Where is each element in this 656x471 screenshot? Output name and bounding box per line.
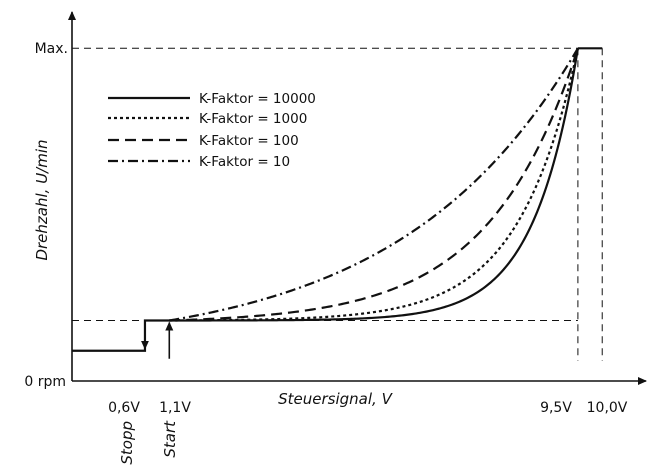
legend-label-k100: K-Faktor = 100 xyxy=(199,133,299,149)
legend-label-k10: K-Faktor = 10 xyxy=(199,154,290,170)
start-marker-label: Start xyxy=(161,420,179,458)
y-tick-zero: 0 rpm xyxy=(24,374,66,390)
x-tick-10-0v: 10,0V xyxy=(587,400,628,416)
y-tick-max: Max. xyxy=(35,41,68,57)
legend: K-Faktor = 10000 K-Faktor = 1000 K-Fakto… xyxy=(108,91,316,170)
legend-label-k1000: K-Faktor = 1000 xyxy=(199,111,307,127)
x-tick-9-5v: 9,5V xyxy=(540,400,572,416)
y-axis-title: Drehzahl, U/min xyxy=(33,139,51,260)
x-tick-0-6v: 0,6V xyxy=(108,400,140,416)
legend-label-k10000: K-Faktor = 10000 xyxy=(199,91,316,107)
x-tick-1-1v: 1,1V xyxy=(159,400,191,416)
x-axis-title: Steuersignal, V xyxy=(278,390,393,408)
hysteresis-step xyxy=(72,319,170,352)
series-line-k1000 xyxy=(169,48,579,322)
series-group xyxy=(169,47,579,322)
series-line-k100 xyxy=(169,47,579,322)
series-line-k10 xyxy=(169,47,579,322)
stop-marker-label: Stopp xyxy=(118,421,136,465)
